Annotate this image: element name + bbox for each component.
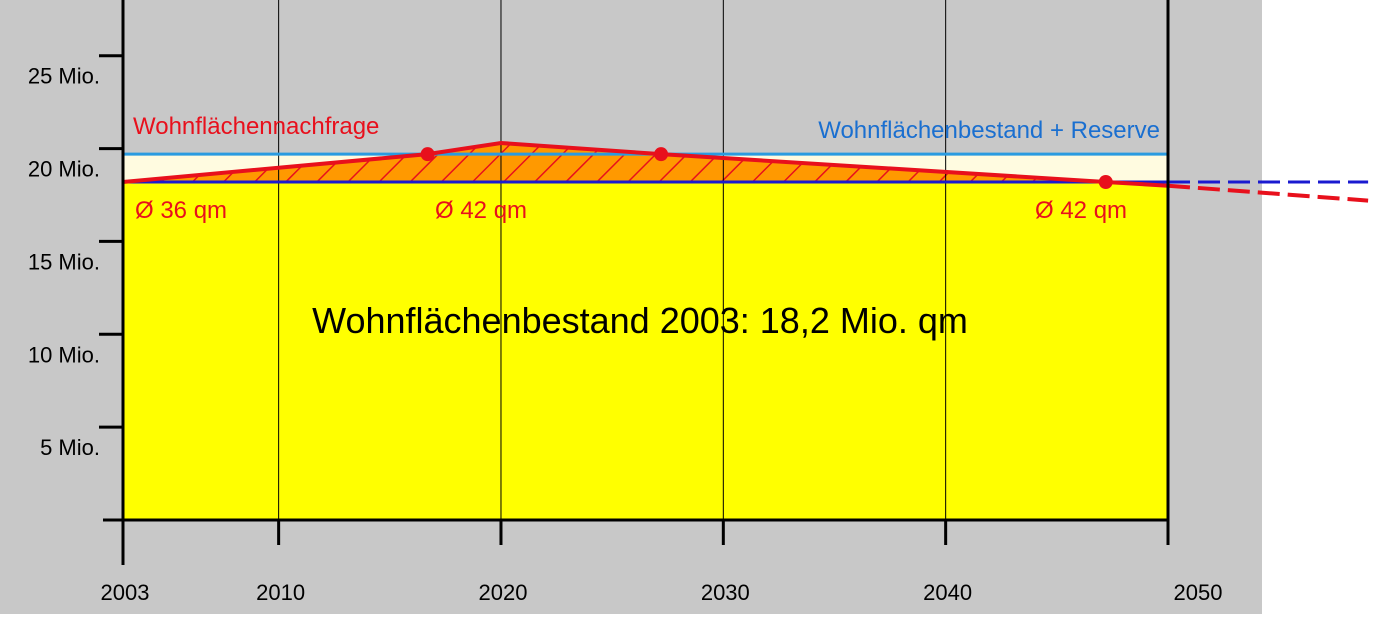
surplus-area <box>123 143 1168 182</box>
stock-area <box>123 182 1168 520</box>
y-tick-label: 25 Mio. <box>28 64 100 89</box>
y-tick-label: 20 Mio. <box>28 157 100 182</box>
marker <box>654 147 669 162</box>
x-tick-label: 2030 <box>701 580 750 605</box>
series-label: Wohnflächenbestand + Reserve <box>818 117 1160 144</box>
y-tick-label: 5 Mio. <box>40 435 100 460</box>
x-tick-label: 2020 <box>479 580 528 605</box>
annotation: Ø 42 qm <box>435 197 527 224</box>
marker <box>420 147 435 162</box>
plot: 2003 2010 2020 2030 2040 2050 5 Mio. 10 Mio. 15 … <box>28 0 1369 605</box>
series-line-extension <box>1167 183 1369 203</box>
annotation: Ø 42 qm <box>1035 197 1127 224</box>
annotation: Ø 36 qm <box>135 197 227 224</box>
series-line <box>122 140 1169 188</box>
series-label: Wohnflächenbestand 2003: 18,2 Mio. qm <box>312 300 968 341</box>
series-label: Wohnflächennachfrage <box>133 113 379 140</box>
x-tick-label: 2003 <box>101 580 150 605</box>
marker <box>1098 175 1113 189</box>
x-tick-label: 2010 <box>256 580 305 605</box>
y-tick-label: 15 Mio. <box>28 249 100 274</box>
y-tick-label: 10 Mio. <box>28 342 100 367</box>
x-tick-label: 2050 <box>1174 580 1223 605</box>
x-tick-label: 2040 <box>923 580 972 605</box>
